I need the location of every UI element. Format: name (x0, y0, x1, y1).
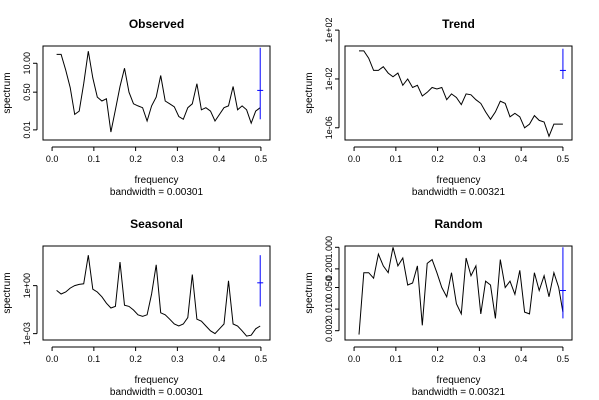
y-axis-label: spectrum (2, 72, 13, 113)
bandwidth-label: bandwidth = 0.00321 (412, 387, 506, 398)
y-tick-label: 1e-03 (22, 322, 32, 345)
x-tick-label: 0.1 (88, 354, 101, 364)
x-tick-label: 0.4 (515, 154, 528, 164)
x-tick-label: 0.1 (390, 354, 403, 364)
x-tick-label: 0.0 (348, 354, 361, 364)
x-tick-label: 0.2 (129, 154, 142, 164)
spectrum-line (56, 51, 261, 133)
y-tick-label: 0.010 (324, 298, 334, 321)
x-tick-label: 0.5 (557, 354, 570, 364)
plot-frame (42, 245, 271, 341)
x-axis-label: frequency (437, 175, 481, 186)
panel-trend: Trend 0.0 0.1 0.2 0.3 0.4 0.5 1e-06 1e-02 1e+02 fr… (304, 17, 573, 198)
x-tick-label: 0.0 (348, 154, 361, 164)
y-tick-label: 0.050 (324, 276, 334, 299)
y-axis-label: spectrum (304, 72, 315, 113)
x-axis-label: frequency (135, 375, 179, 386)
y-tick-label: 1e+02 (324, 17, 334, 42)
x-axis-label: frequency (135, 175, 179, 186)
y-axis-label: spectrum (304, 272, 315, 313)
x-tick-label: 0.3 (473, 154, 486, 164)
x-axis-label: frequency (437, 375, 481, 386)
panel-observed: Observed 0.0 0.1 0.2 0.3 0.4 0.5 0.01 0.50 10.00 f… (2, 17, 271, 198)
x-tick-label: 0.4 (515, 354, 528, 364)
chart-title: Observed (129, 17, 184, 31)
bandwidth-label: bandwidth = 0.00321 (412, 187, 506, 198)
y-tick-label: 1e-06 (324, 116, 334, 139)
panel-random: Random 0.0 0.1 0.2 0.3 0.4 0.5 0.0020.0100.0500… (304, 217, 573, 398)
x-tick-label: 0.4 (213, 154, 226, 164)
x-tick-label: 0.2 (431, 154, 444, 164)
y-tick-label: 0.002 (324, 319, 334, 342)
chart-title: Seasonal (130, 217, 183, 231)
spectrum-line (56, 255, 261, 337)
x-tick-label: 0.3 (171, 354, 184, 364)
plot-frame (344, 45, 573, 141)
y-tick-label: 0.50 (22, 83, 32, 101)
x-tick-label: 0.5 (255, 354, 268, 364)
x-tick-label: 0.0 (46, 154, 59, 164)
x-tick-label: 0.5 (255, 154, 268, 164)
x-tick-label: 0.2 (129, 354, 142, 364)
plot-frame (344, 245, 573, 341)
x-tick-label: 0.1 (390, 154, 403, 164)
x-tick-label: 0.3 (473, 354, 486, 364)
x-tick-label: 0.1 (88, 154, 101, 164)
y-tick-label: 1e-02 (324, 67, 334, 90)
bandwidth-label: bandwidth = 0.00301 (110, 387, 204, 398)
panel-seasonal: Seasonal 0.0 0.1 0.2 0.3 0.4 0.5 1e-03 1e+00 freq… (2, 217, 271, 398)
y-axis-label: spectrum (2, 272, 13, 313)
x-tick-label: 0.5 (557, 154, 570, 164)
x-tick-label: 0.0 (46, 354, 59, 364)
x-tick-label: 0.4 (213, 354, 226, 364)
spectrum-line (358, 247, 564, 335)
x-tick-label: 0.2 (431, 354, 444, 364)
plot-frame (42, 45, 271, 141)
chart-title: Trend (442, 17, 475, 31)
y-tick-label: 1e+00 (22, 273, 32, 298)
spectrum-line (359, 50, 563, 138)
y-tick-label: 0.01 (22, 121, 32, 139)
x-tick-label: 0.3 (171, 154, 184, 164)
y-tick-label: 1.000 (324, 236, 334, 259)
chart-title: Random (435, 217, 483, 231)
y-tick-label: 0.200 (324, 258, 334, 281)
bandwidth-label: bandwidth = 0.00301 (110, 187, 204, 198)
y-tick-label: 10.00 (22, 52, 32, 75)
